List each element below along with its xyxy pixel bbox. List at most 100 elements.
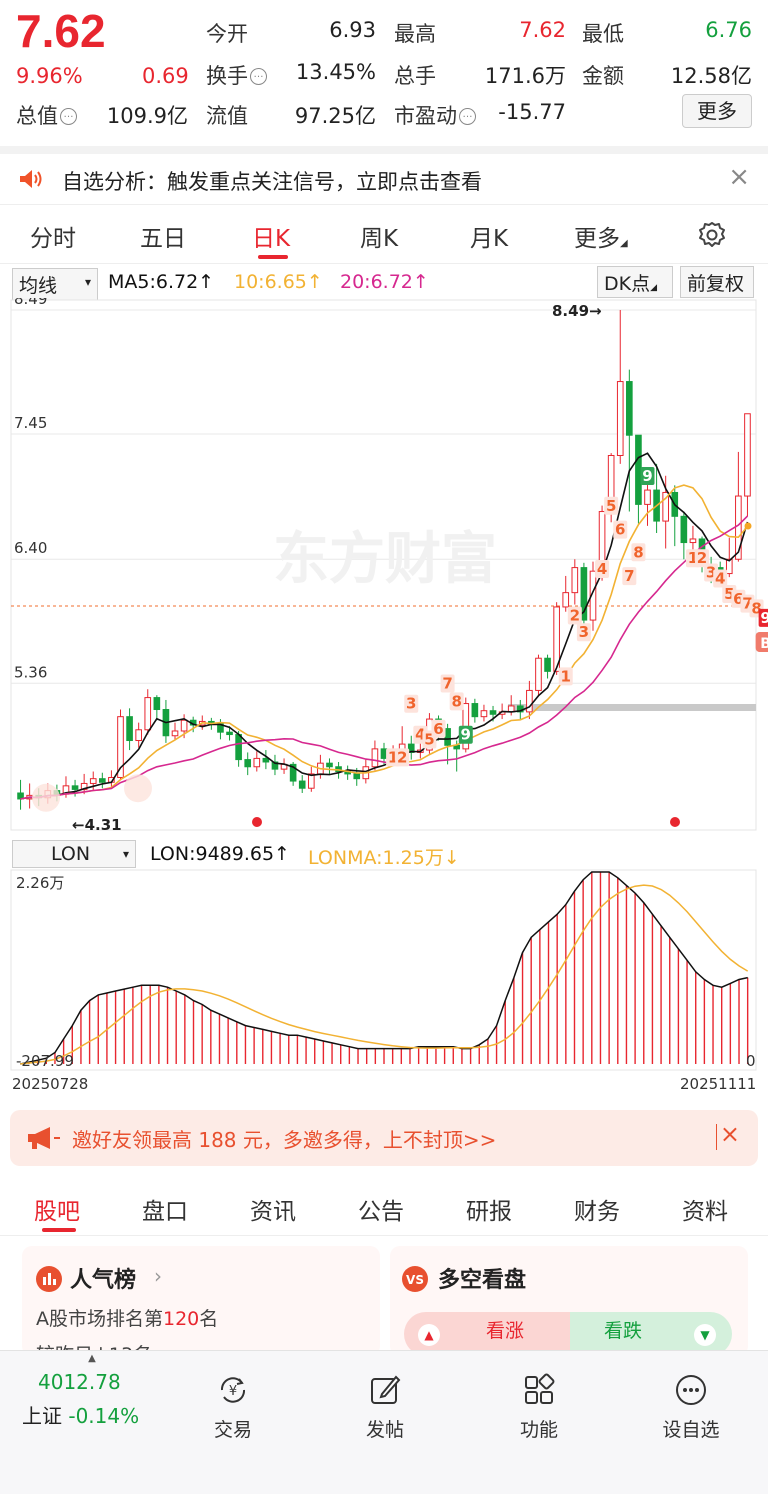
signal-box bbox=[404, 694, 419, 713]
signal-box bbox=[713, 569, 728, 588]
ranking-icon bbox=[36, 1266, 62, 1292]
more-button[interactable]: 更多 bbox=[682, 94, 752, 128]
candle-body bbox=[117, 716, 124, 778]
tab-profile[interactable]: 资料 bbox=[682, 1199, 728, 1225]
bull-bear-card[interactable]: VS 多空看盘 ▲ 看涨 看跌 ▼ bbox=[390, 1246, 748, 1356]
signal-box bbox=[640, 466, 655, 485]
signal-number: 3 bbox=[579, 623, 589, 641]
candle-body bbox=[644, 489, 651, 505]
tab-monthly-k[interactable]: 月K bbox=[470, 226, 509, 252]
support-band bbox=[508, 704, 756, 711]
field-label-float-cap: 流值 bbox=[206, 104, 248, 128]
candle-body bbox=[99, 778, 106, 783]
info-icon[interactable]: … bbox=[60, 108, 77, 125]
signal-number: 6 bbox=[733, 590, 743, 608]
tab-finance[interactable]: 财务 bbox=[574, 1199, 620, 1225]
tab-news[interactable]: 资讯 bbox=[250, 1199, 296, 1225]
tab-intraday[interactable]: 分时 bbox=[30, 226, 76, 252]
lon-top-label: 2.26万 bbox=[16, 874, 64, 892]
bear-button[interactable]: 看跌 ▼ bbox=[570, 1312, 732, 1356]
nav-add-watchlist[interactable]: 设自选 bbox=[646, 1373, 736, 1442]
candle-body bbox=[589, 570, 597, 621]
candle-body bbox=[571, 567, 579, 594]
index-ticker[interactable]: ▲ 4012.78 上证 -0.14% bbox=[22, 1351, 162, 1429]
svg-text:VS: VS bbox=[406, 1273, 424, 1287]
ma20-value: 20:6.72↑ bbox=[340, 271, 429, 293]
candle-body bbox=[371, 748, 379, 768]
tab-weekly-k[interactable]: 周K bbox=[360, 226, 399, 252]
bull-button[interactable]: ▲ 看涨 bbox=[404, 1312, 570, 1356]
settings-gear-icon[interactable] bbox=[696, 219, 728, 251]
signal-number: 4 bbox=[715, 570, 725, 588]
candle-body bbox=[144, 697, 152, 731]
ma-indicator-bar: 均线 ▾ MA5:6.72↑ 10:6.65↑ 20:6.72↑ DK点◢ 前复权 bbox=[0, 266, 768, 301]
close-icon[interactable]: × bbox=[728, 162, 750, 192]
signal-number: 7 bbox=[742, 595, 752, 613]
signal-number: 5 bbox=[724, 585, 734, 603]
signal-number: 2 bbox=[397, 748, 407, 766]
signal-number: 4 bbox=[597, 560, 607, 578]
field-value-float-cap: 97.25亿 bbox=[294, 104, 376, 128]
signal-box bbox=[595, 559, 610, 578]
field-label-high: 最高 bbox=[394, 22, 436, 46]
event-dot[interactable] bbox=[252, 817, 262, 827]
index-line: 上证 -0.14% bbox=[22, 1404, 140, 1428]
ma5-value: MA5:6.72↑ bbox=[108, 271, 215, 293]
signal-number: 5 bbox=[606, 497, 616, 515]
signal-number: 8 bbox=[633, 543, 643, 561]
candle-body bbox=[71, 785, 79, 790]
active-tab-indicator bbox=[258, 255, 288, 259]
candle-body bbox=[171, 730, 179, 737]
alert-banner[interactable]: 自选分析：触发重点关注信号，立即点击查看 × bbox=[0, 146, 768, 202]
field-value-low: 6.76 bbox=[705, 18, 752, 42]
nav-trade[interactable]: ¥ 交易 bbox=[188, 1373, 278, 1442]
event-dot[interactable] bbox=[670, 817, 680, 827]
tab-announcements[interactable]: 公告 bbox=[358, 1199, 404, 1225]
tab-research[interactable]: 研报 bbox=[466, 1199, 512, 1225]
candle-body bbox=[680, 515, 688, 544]
signal-number: 8 bbox=[451, 692, 461, 710]
candle-body bbox=[616, 381, 624, 456]
promo-banner[interactable]: 邀好友领最高 188 元，多邀多得，上不封顶>> × bbox=[10, 1110, 758, 1166]
signal-box bbox=[695, 549, 710, 568]
dk-point-button[interactable]: DK点◢ bbox=[597, 266, 673, 298]
lon-select[interactable]: LON ▾ bbox=[12, 840, 136, 868]
indicator-select[interactable]: 均线 ▾ bbox=[12, 268, 98, 301]
adjust-button[interactable]: 前复权 bbox=[680, 266, 754, 298]
field-label-low: 最低 bbox=[582, 22, 624, 46]
candle-body bbox=[289, 763, 297, 782]
active-tab-indicator bbox=[42, 1228, 76, 1232]
tab-daily-k[interactable]: 日K bbox=[252, 226, 291, 252]
candle-body bbox=[662, 491, 669, 522]
signal-number: 9 bbox=[461, 726, 471, 744]
popularity-card[interactable]: 人气榜 › A股市场排名第120名 较昨日↓13名 bbox=[22, 1246, 380, 1356]
candle-body bbox=[689, 538, 697, 544]
grid-icon bbox=[525, 1373, 555, 1404]
vs-icon: VS bbox=[402, 1266, 428, 1292]
chevron-right-icon: › bbox=[154, 1264, 162, 1288]
field-value-volume: 171.6万 bbox=[484, 64, 566, 88]
info-icon[interactable]: … bbox=[459, 108, 476, 125]
nav-functions[interactable]: 功能 bbox=[494, 1373, 584, 1442]
lon-chart[interactable]: 2.26万 -207.99 0 20250728 20251111 bbox=[0, 868, 768, 1098]
tab-forum[interactable]: 股吧 bbox=[34, 1199, 80, 1225]
candlestick-chart[interactable]: 东方财富 8.497.456.405.36 123456789345678912… bbox=[0, 298, 768, 838]
candle-body bbox=[471, 703, 479, 718]
more-dots-icon bbox=[676, 1375, 706, 1405]
signal-number: 6 bbox=[433, 720, 443, 738]
trade-yen-icon: ¥ bbox=[220, 1377, 246, 1403]
signal-number: 3 bbox=[706, 564, 716, 582]
field-label-turnover: 换手… bbox=[206, 60, 267, 90]
tab-five-day[interactable]: 五日 bbox=[140, 226, 186, 252]
tab-more[interactable]: 更多◢ bbox=[574, 226, 628, 252]
up-caret-icon: ▲ bbox=[88, 1353, 96, 1364]
close-icon[interactable]: × bbox=[719, 1120, 740, 1148]
signal-box bbox=[576, 623, 591, 642]
dropdown-arrow-icon: ▾ bbox=[122, 847, 129, 861]
nav-post[interactable]: 发帖 bbox=[340, 1373, 430, 1442]
signal-box bbox=[440, 674, 455, 693]
date-end: 20251111 bbox=[680, 1075, 756, 1093]
bull-label: 看涨 bbox=[486, 1320, 525, 1342]
tab-order-book[interactable]: 盘口 bbox=[142, 1199, 188, 1225]
info-icon[interactable]: … bbox=[250, 68, 267, 85]
